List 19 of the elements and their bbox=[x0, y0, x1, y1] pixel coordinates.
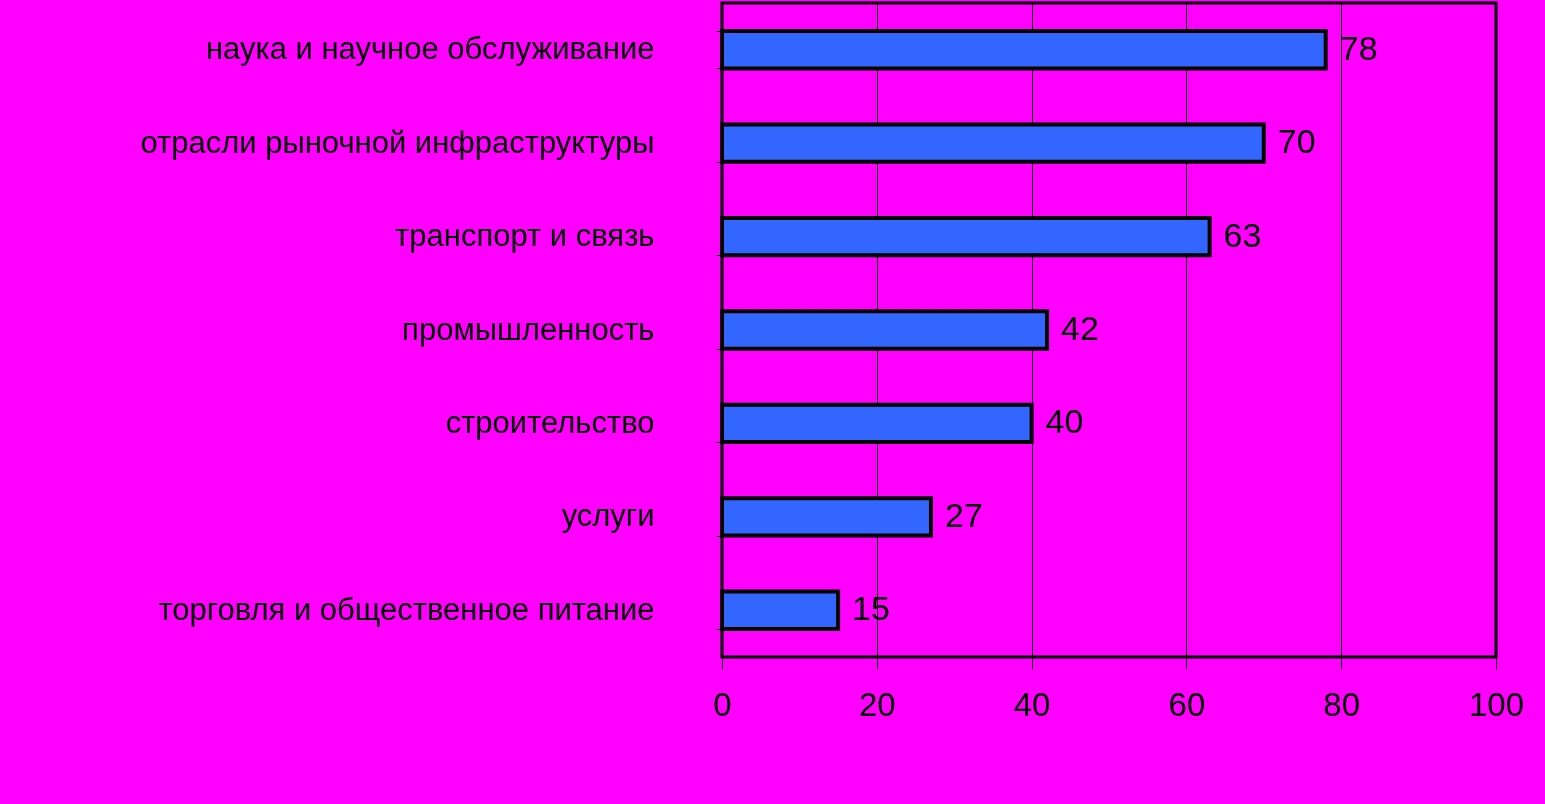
x-tick-label: 60 bbox=[1168, 685, 1206, 723]
data-label: 63 bbox=[1223, 215, 1262, 254]
x-tick-label: 20 bbox=[858, 685, 896, 723]
data-label: 70 bbox=[1277, 122, 1316, 161]
data-label: 40 bbox=[1045, 402, 1084, 441]
data-label: 27 bbox=[944, 495, 983, 534]
x-tick-label: 100 bbox=[1468, 685, 1525, 723]
y-tick-label: торговля и общественное питание bbox=[158, 591, 655, 627]
data-label: 42 bbox=[1061, 309, 1099, 347]
y-tick-label: строительство bbox=[445, 404, 655, 440]
y-tick-label: транспорт и связь bbox=[395, 218, 655, 254]
data-label: 78 bbox=[1339, 28, 1378, 67]
y-tick-label: наука и научное обслуживание bbox=[205, 31, 655, 67]
x-tick-label: 40 bbox=[1013, 685, 1051, 723]
y-tick-label: отрасли рыночной инфраструктуры bbox=[140, 124, 655, 160]
y-tick-label: промышленность bbox=[402, 311, 655, 347]
y-tick-label: услуги bbox=[561, 498, 655, 534]
x-tick-label: 80 bbox=[1323, 685, 1361, 723]
x-tick-label: 0 bbox=[713, 685, 732, 723]
